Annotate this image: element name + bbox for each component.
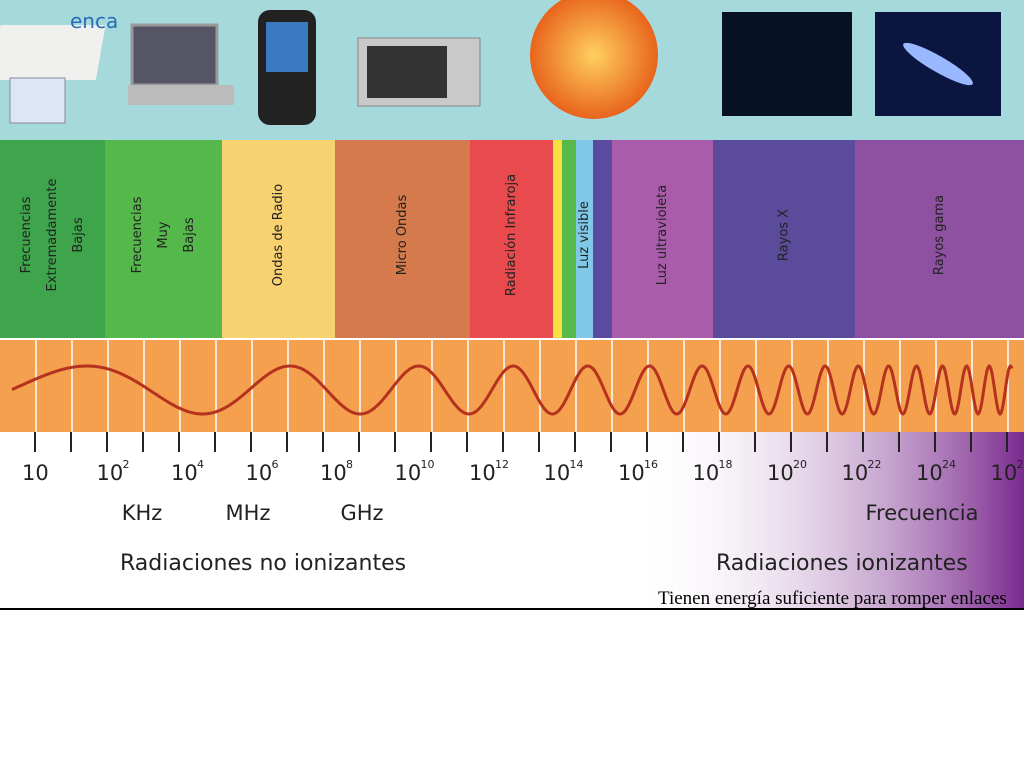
tick-label: 10 <box>246 461 273 485</box>
tick-exponent: 24 <box>942 458 956 471</box>
tick-exponent: 4 <box>197 458 204 471</box>
note: Tienen energía suficiente para romper en… <box>658 588 1007 609</box>
tick-label: 10 <box>22 461 49 485</box>
axis-label: Frecuencia <box>866 501 979 525</box>
band-label: Luz visible <box>577 201 592 269</box>
tick-exponent: 10 <box>421 458 435 471</box>
band-stripe <box>553 140 562 338</box>
tick-exponent: 8 <box>346 458 353 471</box>
wave-band <box>0 340 1024 432</box>
band-label: Extremadamente <box>45 179 60 292</box>
tick-exponent: 14 <box>570 458 584 471</box>
band <box>335 140 470 338</box>
unit: GHz <box>340 501 383 525</box>
band-stripe <box>562 140 576 338</box>
icons <box>0 0 1001 125</box>
band-label: Luz ultravioleta <box>655 185 670 285</box>
band <box>0 140 105 338</box>
tick-label: 10 <box>767 461 794 485</box>
band-label: Frecuencias <box>19 196 34 273</box>
region-label: Radiaciones ionizantes <box>716 551 968 576</box>
band-stripe <box>593 140 612 338</box>
tick-exponent: 6 <box>272 458 279 471</box>
tick-label: 10 <box>991 461 1018 485</box>
band <box>222 140 335 338</box>
band-label: Frecuencias <box>130 196 145 273</box>
band-label: Ondas de Radio <box>271 184 286 287</box>
unit: MHz <box>226 501 271 525</box>
band <box>470 140 553 338</box>
tick-label: 10 <box>97 461 124 485</box>
tick-exponent: 18 <box>719 458 733 471</box>
tick-label: 10 <box>395 461 422 485</box>
tick-exponent: 20 <box>793 458 807 471</box>
tick-exponent: 26 <box>1017 458 1024 471</box>
tick-label: 10 <box>544 461 571 485</box>
tick-label: 10 <box>916 461 943 485</box>
region-label: Radiaciones no ionizantes <box>120 551 406 576</box>
unit: KHz <box>122 501 163 525</box>
tick-exponent: 16 <box>644 458 658 471</box>
band-label: Rayos X <box>777 209 792 261</box>
band <box>713 140 855 338</box>
band <box>855 140 1024 338</box>
tick-label: 10 <box>171 461 198 485</box>
band <box>612 140 713 338</box>
band-label: Bajas <box>182 217 197 252</box>
tick-exponent: 12 <box>495 458 509 471</box>
tick-label: 10 <box>842 461 869 485</box>
tick-label: 10 <box>618 461 645 485</box>
tick-label: 10 <box>320 461 347 485</box>
tick-exponent: 2 <box>123 458 130 471</box>
ionizing-gradient <box>630 432 1024 610</box>
band <box>105 140 222 338</box>
band-label: Bajas <box>71 217 86 252</box>
tick-label: 10 <box>693 461 720 485</box>
wave <box>11 364 1014 417</box>
band-label: Muy <box>156 221 171 248</box>
tick-exponent: 22 <box>868 458 882 471</box>
band-label: Micro Ondas <box>395 194 410 275</box>
tick-label: 10 <box>469 461 496 485</box>
logo: enca <box>70 9 118 33</box>
band-label: Rayos gama <box>932 195 947 275</box>
band <box>576 140 593 338</box>
band-label: Radiación Infraroja <box>504 174 519 296</box>
